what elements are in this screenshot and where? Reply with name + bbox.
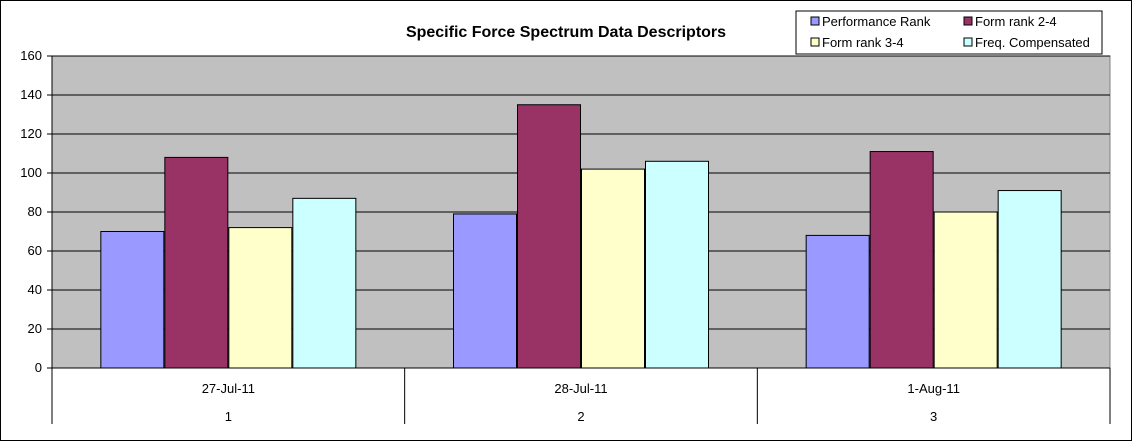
legend-label: Form rank 2-4	[975, 14, 1057, 29]
bar-performance-rank-3	[805, 234, 870, 369]
bar-freq-compensated-1	[292, 197, 357, 369]
y-tick-label: 120	[20, 126, 42, 141]
x-category-sublabel: 3	[930, 409, 937, 424]
x-category-sublabel: 1	[225, 409, 232, 424]
chart-title: Specific Force Spectrum Data Descriptors	[406, 24, 726, 41]
x-category-label: 28-Jul-11	[554, 381, 607, 396]
y-tick-label: 140	[20, 87, 42, 102]
legend-box	[795, 10, 1103, 55]
y-tick-label: 60	[28, 243, 42, 258]
x-category-label: 27-Jul-11	[202, 381, 255, 396]
y-tick-label: 20	[28, 321, 42, 336]
legend-label: Freq. Compensated	[975, 35, 1090, 50]
bar-form-rank-2-4-1	[164, 156, 229, 369]
legend-swatch	[810, 16, 820, 26]
legend-label: Performance Rank	[822, 14, 931, 29]
legend-swatch	[963, 37, 973, 47]
y-tick-label: 0	[35, 360, 42, 375]
legend-swatch	[963, 16, 973, 26]
bar-freq-compensated-3	[997, 190, 1062, 369]
bar-performance-rank-1	[100, 231, 165, 369]
bar-form-rank-3-4-3	[933, 211, 998, 369]
y-tick-label: 40	[28, 282, 42, 297]
plot-area: 0 20 40 60 80 100 120 140 160 27-Jul-11 1 28-Jul-11…	[20, 48, 1111, 424]
y-tick-label: 160	[20, 48, 42, 63]
bar-freq-compensated-2	[645, 160, 709, 369]
bar-performance-rank-2	[453, 213, 517, 369]
x-category-label: 1-Aug-11	[907, 381, 960, 396]
y-tick-label: 100	[20, 165, 42, 180]
bar-form-rank-3-4-1	[228, 227, 293, 369]
legend: Performance Rank Form rank 2-4 Form rank 3…	[795, 10, 1103, 55]
legend-swatch	[810, 37, 820, 47]
x-category-sublabel: 2	[577, 409, 584, 424]
bar-form-rank-3-4-2	[581, 168, 645, 369]
bar-form-rank-2-4-3	[869, 151, 934, 369]
bar-form-rank-2-4-2	[517, 104, 581, 369]
y-tick-label: 80	[28, 204, 42, 219]
legend-label: Form rank 3-4	[822, 35, 904, 50]
